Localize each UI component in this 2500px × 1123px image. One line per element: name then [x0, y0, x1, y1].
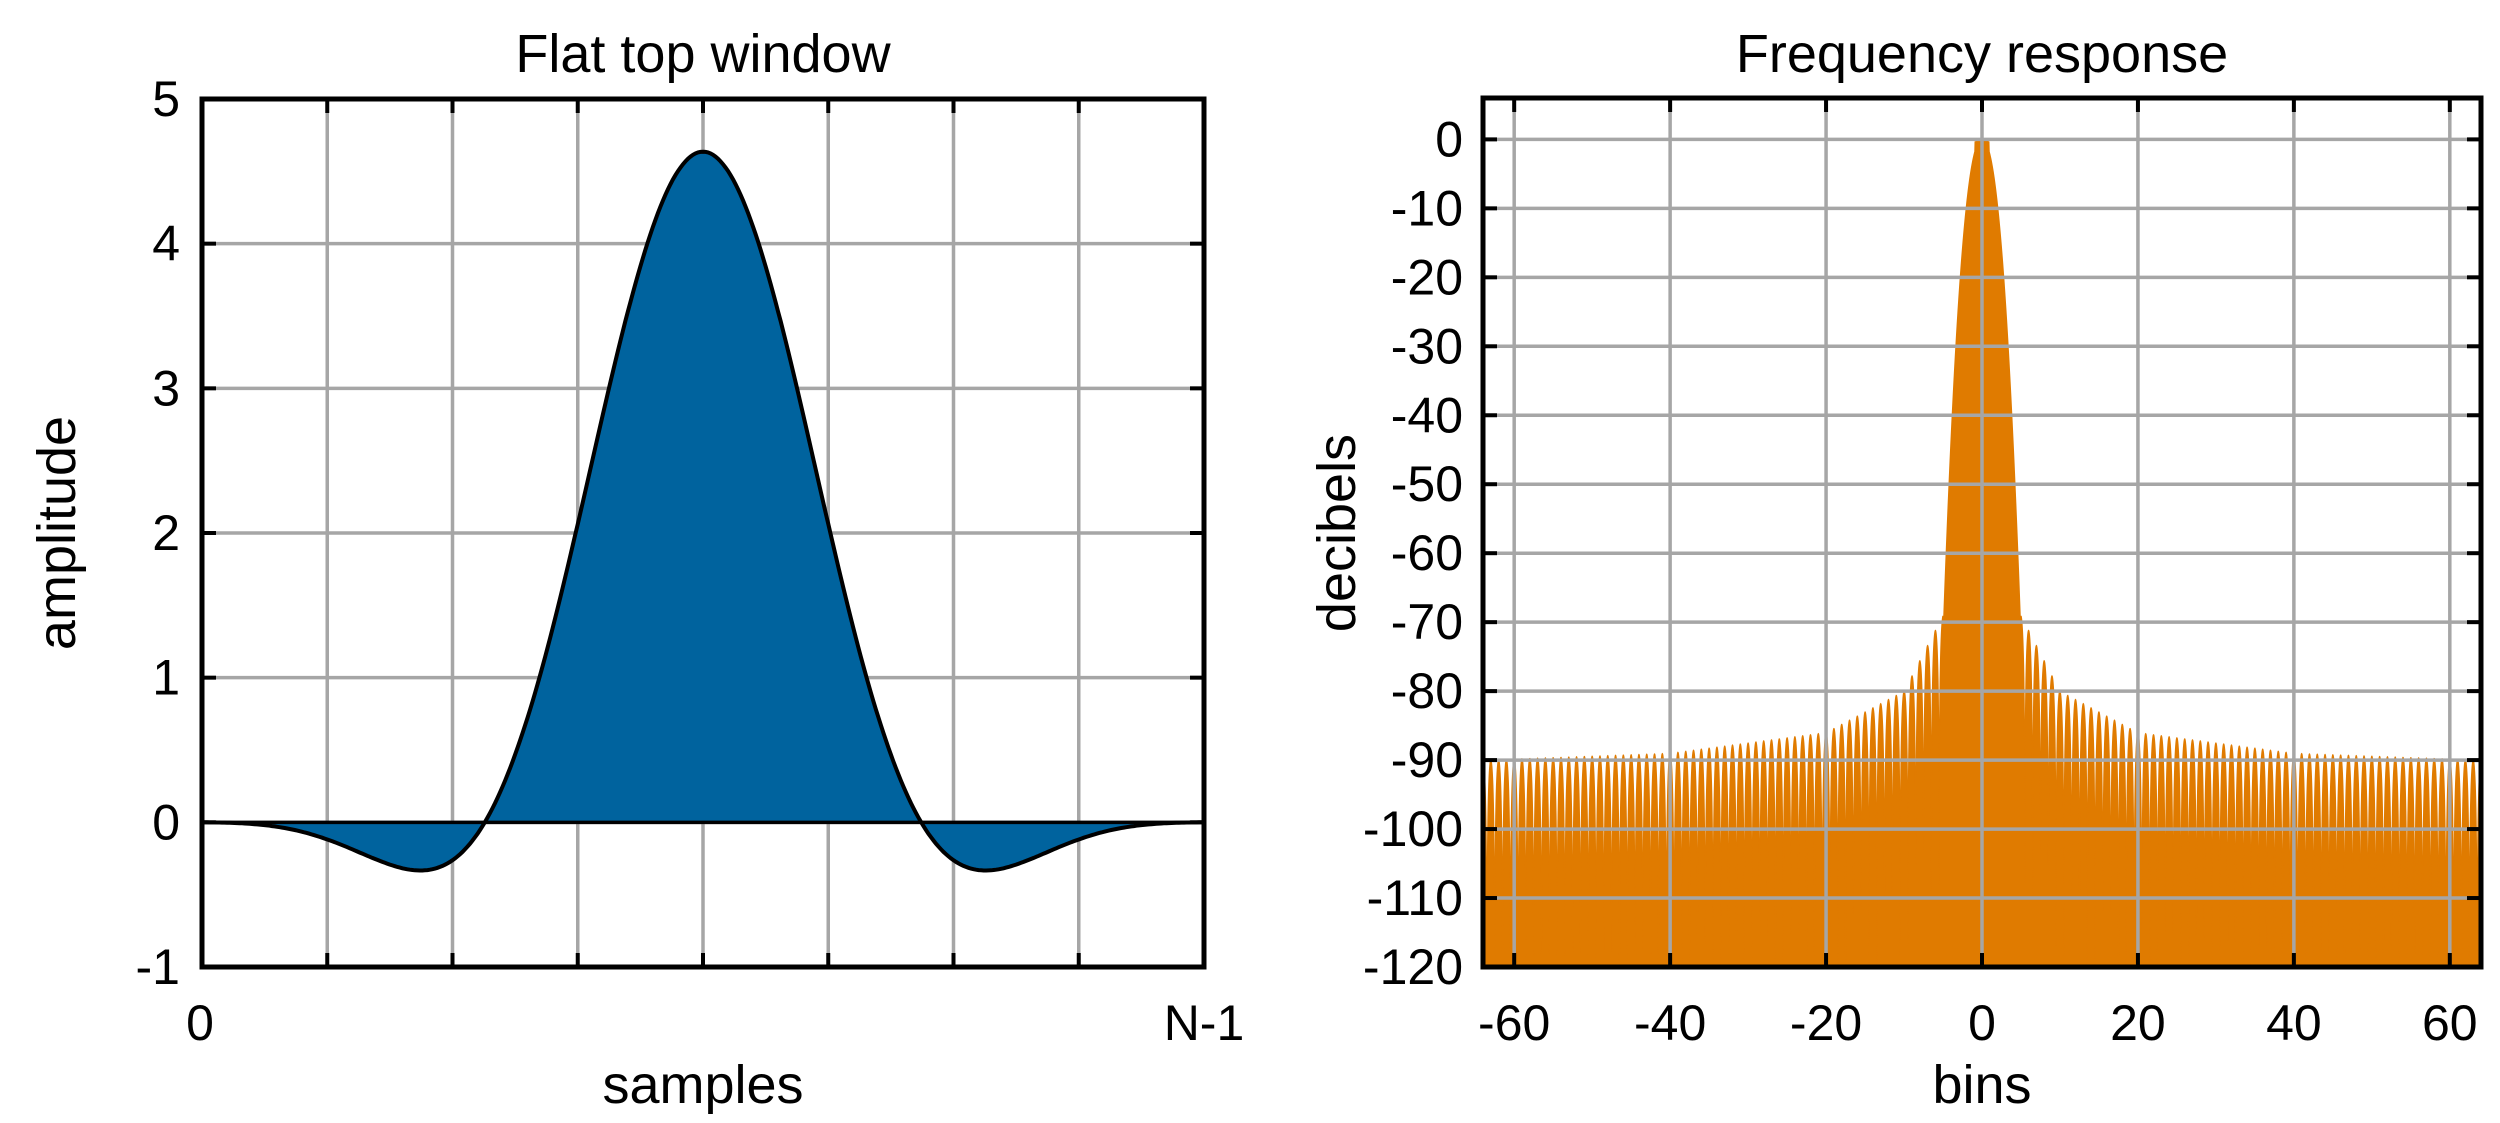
y-tick-label: -50	[1391, 456, 1463, 512]
y-tick-label: -40	[1391, 387, 1463, 443]
frequency-ticks	[1483, 98, 2481, 969]
window-ticks	[202, 97, 1204, 969]
y-tick-label: -120	[1363, 939, 1463, 995]
x-tick-label: 0	[1968, 995, 1996, 1051]
window-series	[202, 149, 1204, 873]
y-tick-label: -110	[1367, 870, 1463, 926]
x-tick-label: 20	[2110, 995, 2166, 1051]
frequency-panel: Frequency response 0 -10 -20 -30 -40 -50 -60 -7…	[1307, 24, 2484, 1115]
frequency-y-tick-labels: 0 -10 -20 -30 -40 -50 -60 -70 -80 -90 -100 -110 -120	[1363, 111, 1463, 995]
frequency-x-axis-label: bins	[1932, 1055, 2031, 1115]
frequency-y-axis-label: decibels	[1307, 434, 1367, 632]
x-tick-label: -20	[1790, 995, 1862, 1051]
x-tick-label-0: 0	[186, 995, 214, 1051]
y-tick-label: -1	[136, 939, 180, 995]
window-area	[202, 151, 1204, 871]
y-tick-label: 0	[1435, 111, 1463, 167]
frequency-grid	[1483, 98, 2481, 967]
y-tick-label: -100	[1363, 801, 1463, 857]
y-tick-label: 2	[152, 505, 180, 561]
window-y-axis-label: amplitude	[27, 416, 87, 650]
y-tick-label: -10	[1391, 180, 1463, 236]
window-y-tick-labels: -1 0 1 2 3 4 5	[136, 71, 180, 995]
x-tick-label: -60	[1478, 995, 1550, 1051]
y-tick-label: 1	[152, 650, 180, 706]
window-x-axis-label: samples	[602, 1055, 803, 1115]
y-tick-label: 5	[152, 71, 180, 127]
y-tick-label: -80	[1391, 663, 1463, 719]
y-tick-label: 0	[152, 794, 180, 850]
y-tick-label: 4	[152, 216, 180, 272]
x-tick-label: 60	[2422, 995, 2478, 1051]
y-tick-label: 3	[152, 360, 180, 416]
x-tick-label: 40	[2266, 995, 2322, 1051]
window-chart-title: Flat top window	[515, 24, 891, 84]
y-tick-label: -60	[1391, 525, 1463, 581]
y-tick-label: -90	[1391, 732, 1463, 788]
y-tick-label: -20	[1391, 249, 1463, 305]
frequency-x-tick-labels: -60 -40 -20 0 20 40 60	[1478, 995, 2478, 1051]
y-tick-label: -30	[1391, 318, 1463, 374]
frequency-chart-title: Frequency response	[1736, 24, 2228, 84]
x-tick-label-n-1: N-1	[1164, 995, 1245, 1051]
x-tick-label: -40	[1634, 995, 1706, 1051]
y-tick-label: -70	[1391, 594, 1463, 650]
window-curve	[202, 149, 1204, 873]
